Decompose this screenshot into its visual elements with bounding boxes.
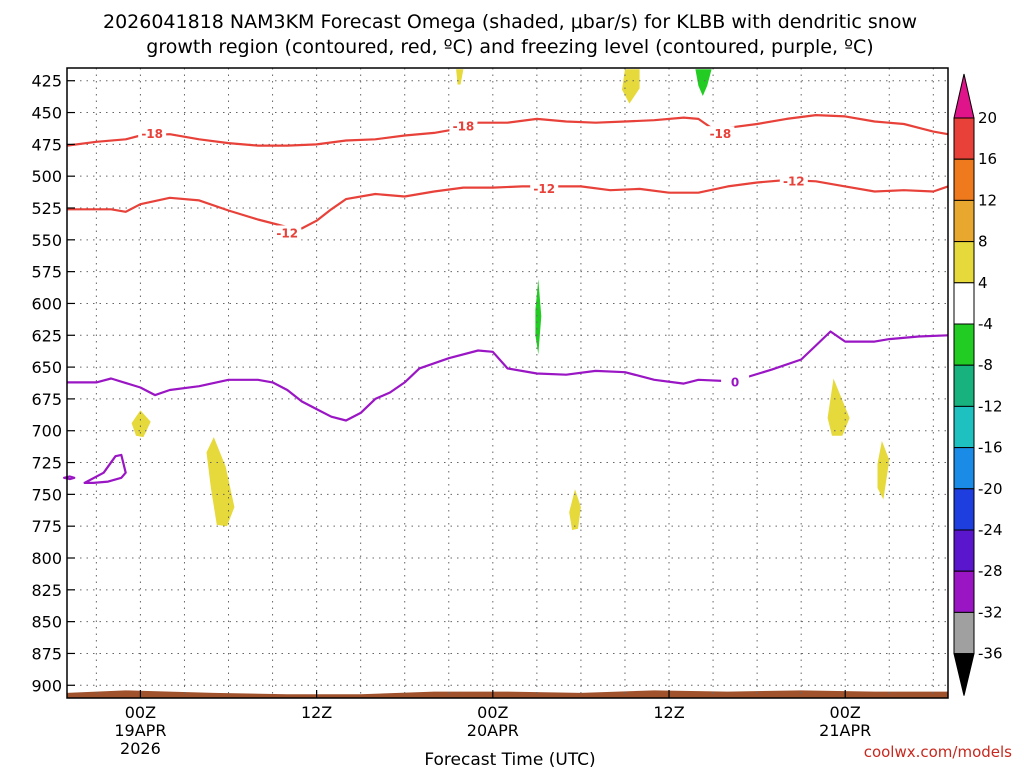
colorbar-segment (953, 611, 975, 655)
yellow-patch-7 (622, 69, 640, 104)
contour-label: -12 (533, 182, 555, 196)
contour-label-bg (706, 126, 735, 142)
credit-text: coolwx.com/models (864, 743, 1012, 761)
contour-label: -18 (453, 120, 475, 134)
y-tick-label: 750 (31, 485, 62, 504)
y-axis-ticks: 425 450 475 500 525 550 575 600 625 650 675 700 725 7… (31, 72, 75, 695)
contour-label-bg (138, 126, 167, 142)
colorbar-label: -16 (978, 439, 1003, 457)
x-tick-label: 12Z (653, 703, 684, 722)
y-tick-label: 825 (31, 581, 62, 600)
freezing-level-small-loop (62, 475, 76, 481)
y-tick-label: 500 (31, 167, 62, 186)
colorbar-label: -28 (978, 562, 1003, 580)
grid-lines (67, 68, 948, 698)
colorbar-segment (953, 570, 975, 613)
contour-label: -18 (710, 127, 732, 141)
colorbar-segment (953, 529, 975, 572)
x-tick-label: 00Z (830, 703, 861, 722)
y-tick-label: 850 (31, 613, 62, 632)
x-tick-label: 2026 (120, 739, 161, 758)
yellow-patch-3 (569, 489, 581, 530)
y-tick-label: 625 (31, 326, 62, 345)
contour-label-bg (530, 180, 559, 196)
freezing-level-loop (83, 453, 127, 484)
y-tick-label: 450 (31, 104, 62, 123)
y-tick-label: 775 (31, 517, 62, 536)
colorbar-segment (953, 199, 975, 243)
colorbar-label: 12 (978, 191, 997, 209)
snow-growth-minus18 (66, 114, 949, 147)
colorbar-label: -4 (978, 315, 993, 333)
contour-label-bg (449, 118, 478, 134)
y-tick-label: 525 (31, 199, 62, 218)
colorbar-label: -32 (978, 603, 1003, 621)
plot-area (67, 69, 948, 698)
chart-title-line2: growth region (contoured, red, ºC) and f… (146, 36, 873, 58)
colorbar-label: -36 (978, 645, 1003, 663)
contour-label: -12 (783, 174, 805, 188)
colorbar-segment (953, 488, 975, 531)
y-tick-label: 800 (31, 549, 62, 568)
yellow-patch-2 (206, 437, 235, 527)
y-tick-label: 650 (31, 358, 62, 377)
colorbar-segment (953, 158, 975, 201)
colorbar-segment (953, 405, 975, 449)
colorbar-segment (953, 447, 975, 490)
freezing-level-0 (67, 330, 949, 422)
x-tick-label: 21APR (819, 721, 871, 740)
y-tick-label: 475 (31, 135, 62, 154)
colorbar-label: -8 (978, 356, 993, 374)
y-tick-label: 900 (31, 676, 62, 695)
x-axis-label: Forecast Time (UTC) (424, 750, 595, 768)
yellow-patch-5 (877, 440, 890, 500)
colorbar-label: -12 (978, 397, 1003, 415)
x-tick-label: 00Z (477, 703, 508, 722)
green-patch-1 (695, 69, 712, 96)
x-tick-label: 12Z (301, 703, 332, 722)
colorbar-segment (953, 241, 975, 284)
colorbar-segment (953, 282, 975, 325)
colorbar-label: 4 (978, 274, 988, 292)
contour-label-bg (721, 374, 750, 390)
terrain-ground (67, 690, 948, 698)
contour-label: -12 (276, 226, 298, 240)
y-tick-label: 875 (31, 644, 62, 663)
contour-label-bg (779, 173, 808, 189)
y-tick-label: 700 (31, 422, 62, 441)
y-tick-label: 575 (31, 263, 62, 282)
colorbar: 20 16 12 8 4 -4 -8 -12 -16 -20 -24 -28 -32 -36 (953, 73, 1003, 696)
colorbar-label: 16 (978, 150, 997, 168)
y-tick-label: 550 (31, 231, 62, 250)
colorbar-label: 8 (978, 233, 988, 251)
colorbar-label: 20 (978, 109, 997, 127)
y-tick-label: 675 (31, 390, 62, 409)
contour-label: 0 (731, 375, 739, 389)
y-tick-label: 600 (31, 294, 62, 313)
plot-frame (66, 67, 949, 699)
colorbar-segment (953, 117, 975, 160)
colorbar-segment (953, 323, 975, 366)
chart-title-line1: 2026041818 NAM3KM Forecast Omega (shaded… (103, 11, 917, 33)
yellow-patch-4 (827, 378, 850, 436)
y-tick-label: 425 (31, 72, 62, 91)
colorbar-label: -24 (978, 521, 1003, 539)
x-tick-label: 00Z (125, 703, 156, 722)
contour-label: -18 (141, 127, 163, 141)
colorbar-label: -20 (978, 480, 1003, 498)
contour-lines: -18 -18 -18 -12 -12 -12 0 (62, 114, 949, 484)
x-tick-label: 19APR (114, 721, 166, 740)
contour-label-bg (273, 225, 302, 241)
colorbar-bottom-triangle (953, 653, 975, 696)
colorbar-segment (953, 364, 975, 407)
y-tick-label: 725 (31, 454, 62, 473)
x-tick-label: 20APR (467, 721, 519, 740)
